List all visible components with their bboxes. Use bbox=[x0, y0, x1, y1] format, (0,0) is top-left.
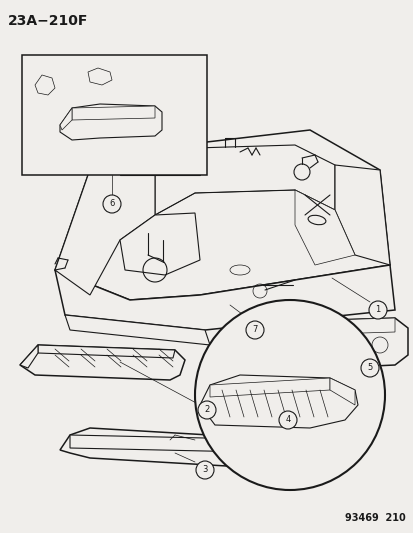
Text: 93469  210: 93469 210 bbox=[344, 513, 405, 523]
Circle shape bbox=[103, 195, 121, 213]
Text: 1: 1 bbox=[375, 305, 380, 314]
Text: 5: 5 bbox=[366, 364, 372, 373]
Polygon shape bbox=[88, 68, 112, 85]
Text: 2: 2 bbox=[204, 406, 209, 415]
Text: 23A−210F: 23A−210F bbox=[8, 14, 88, 28]
Polygon shape bbox=[209, 378, 329, 397]
Circle shape bbox=[195, 461, 214, 479]
Polygon shape bbox=[154, 145, 334, 215]
Polygon shape bbox=[314, 318, 407, 368]
Polygon shape bbox=[35, 75, 55, 95]
Polygon shape bbox=[60, 104, 161, 140]
Polygon shape bbox=[60, 428, 309, 470]
Polygon shape bbox=[55, 130, 389, 300]
Polygon shape bbox=[120, 213, 199, 275]
Bar bbox=[22, 55, 206, 175]
Circle shape bbox=[195, 300, 384, 490]
Circle shape bbox=[368, 301, 386, 319]
Polygon shape bbox=[60, 108, 72, 130]
Text: 4: 4 bbox=[285, 416, 290, 424]
Text: 3: 3 bbox=[202, 465, 207, 474]
Circle shape bbox=[360, 359, 378, 377]
Polygon shape bbox=[55, 155, 154, 295]
Text: 6: 6 bbox=[109, 199, 114, 208]
Polygon shape bbox=[38, 345, 175, 358]
Polygon shape bbox=[294, 190, 354, 265]
Polygon shape bbox=[329, 318, 394, 334]
Polygon shape bbox=[55, 265, 394, 330]
Polygon shape bbox=[70, 435, 294, 453]
Polygon shape bbox=[65, 315, 209, 345]
Polygon shape bbox=[199, 375, 357, 428]
Polygon shape bbox=[20, 345, 185, 380]
Circle shape bbox=[245, 321, 263, 339]
Polygon shape bbox=[20, 345, 38, 368]
Circle shape bbox=[197, 401, 216, 419]
Polygon shape bbox=[72, 106, 154, 120]
Text: 7: 7 bbox=[252, 326, 257, 335]
Polygon shape bbox=[314, 320, 329, 348]
Circle shape bbox=[278, 411, 296, 429]
Polygon shape bbox=[329, 378, 354, 405]
Polygon shape bbox=[334, 165, 389, 265]
